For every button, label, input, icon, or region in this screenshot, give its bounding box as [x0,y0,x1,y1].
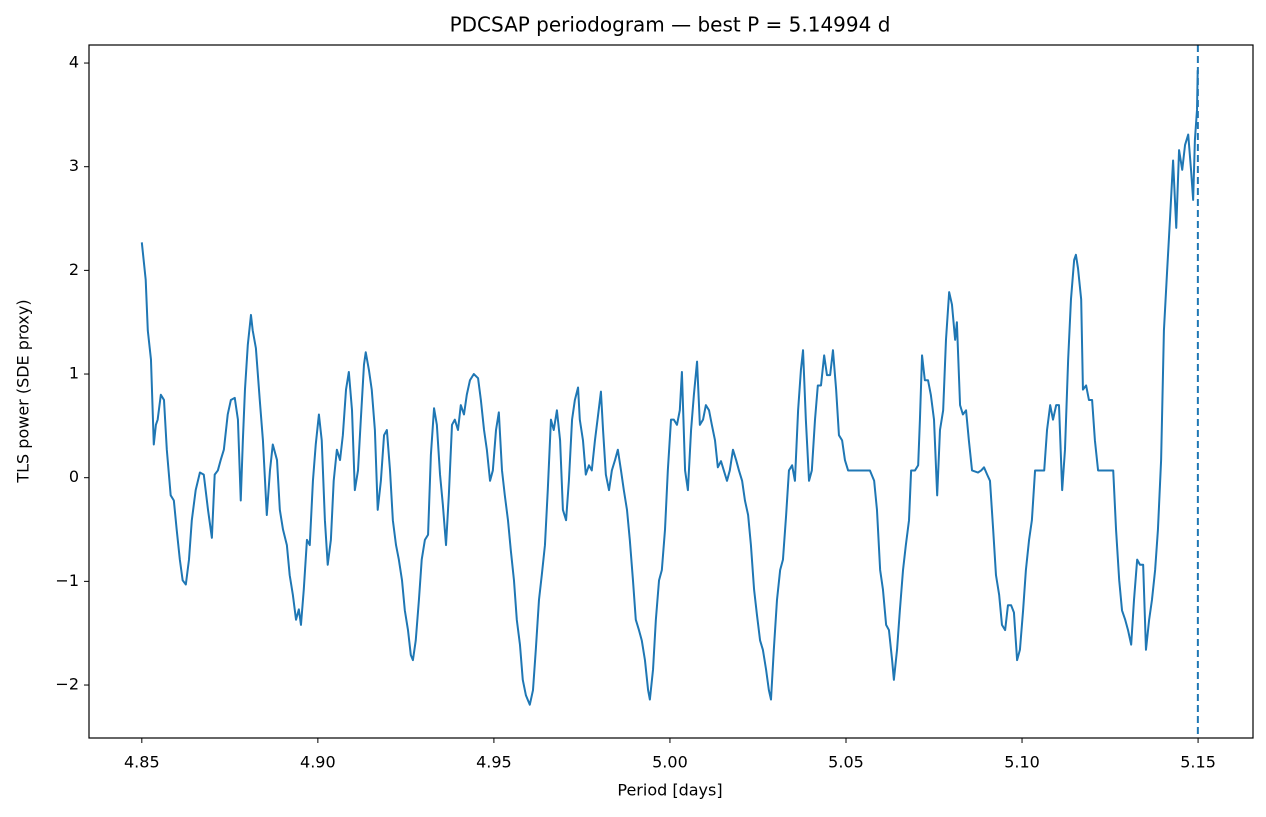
y-axis-label: TLS power (SDE proxy) [14,299,33,483]
x-tick-label: 5.15 [1180,753,1216,772]
y-tick-label: 0 [69,467,79,486]
y-tick-label: 4 [69,53,79,72]
x-tick-label: 4.95 [476,753,512,772]
x-tick-label: 5.05 [828,753,864,772]
x-tick-label: 5.00 [652,753,688,772]
y-tick-label: −2 [55,675,79,694]
y-tick-label: −1 [55,571,79,590]
x-tick-label: 4.85 [124,753,160,772]
x-axis-label: Period [days] [617,781,722,800]
y-tick-label: 1 [69,364,79,383]
chart-title: PDCSAP periodogram — best P = 5.14994 d [450,13,891,37]
y-tick-label: 3 [69,156,79,175]
x-tick-label: 5.10 [1004,753,1040,772]
plot-frame [88,44,1254,739]
x-tick-label: 4.90 [300,753,336,772]
y-tick-label: 2 [69,260,79,279]
line-series [140,70,1199,706]
